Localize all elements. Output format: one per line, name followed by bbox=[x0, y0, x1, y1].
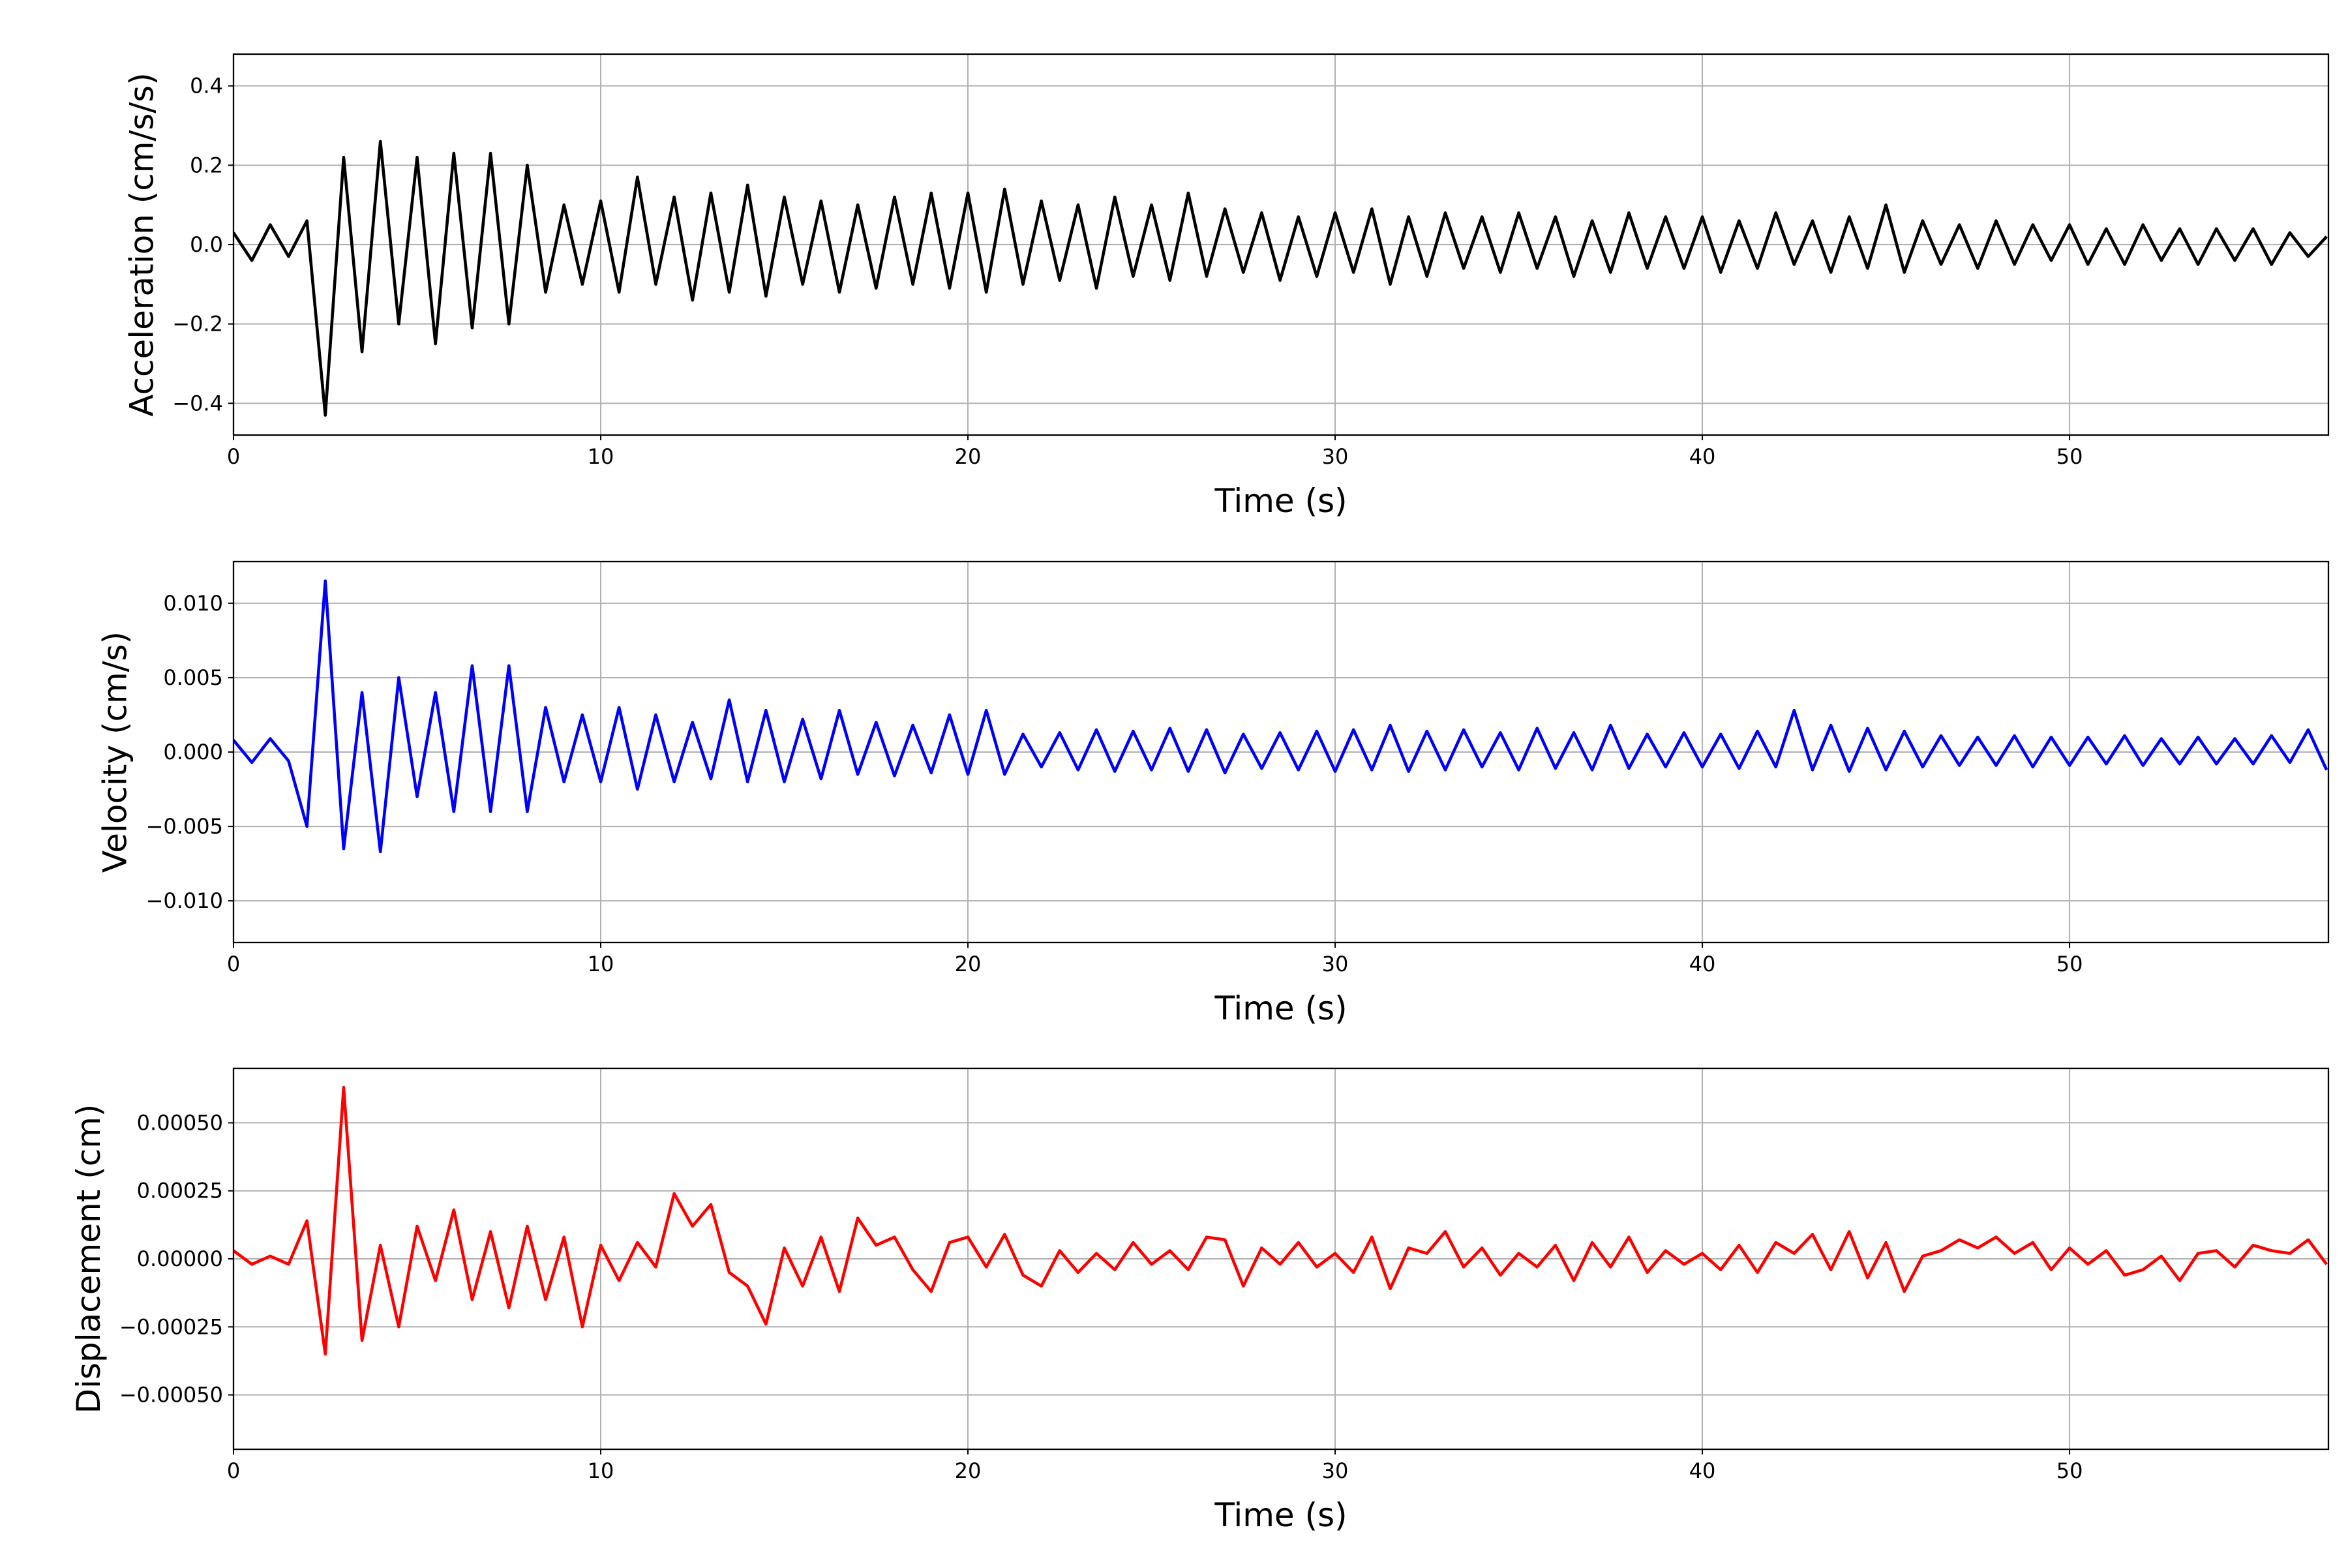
x-tick-label: 20 bbox=[955, 952, 982, 976]
x-tick-label: 10 bbox=[588, 444, 614, 469]
x-axis-label: Time (s) bbox=[1214, 482, 1347, 520]
data-line bbox=[233, 579, 2328, 854]
y-axis-label: Velocity (cm/s) bbox=[97, 631, 134, 873]
y-tick-label: −0.005 bbox=[146, 814, 223, 839]
x-tick-label: 10 bbox=[588, 952, 614, 976]
data-line bbox=[233, 140, 2328, 417]
x-tick-label: 30 bbox=[1322, 952, 1349, 976]
x-tick-label: 0 bbox=[227, 444, 240, 469]
subplot: 0 10 20 30 40 50 −0.010 −0.005 0.000 0.005 0.010 Ti… bbox=[97, 560, 2330, 1027]
x-tick-label: 0 bbox=[227, 952, 240, 976]
axes-frame bbox=[232, 53, 2330, 436]
y-tick-label: 0.005 bbox=[163, 665, 223, 690]
x-tick-label: 20 bbox=[955, 444, 982, 469]
y-tick-label: −0.00025 bbox=[119, 1314, 223, 1339]
x-tick-label: 40 bbox=[1689, 952, 1716, 976]
x-tick-label: 50 bbox=[2056, 952, 2083, 976]
x-tick-label: 10 bbox=[588, 1458, 614, 1483]
y-axis-label: Displacement (cm) bbox=[70, 1104, 108, 1414]
y-tick-label: 0.0 bbox=[190, 232, 223, 257]
x-tick-label: 0 bbox=[227, 1458, 240, 1483]
y-tick-label: 0.00050 bbox=[137, 1110, 223, 1135]
y-tick-label: 0.2 bbox=[190, 153, 223, 177]
y-tick-label: −0.010 bbox=[146, 888, 223, 913]
x-axis-label: Time (s) bbox=[1214, 1496, 1347, 1534]
y-tick-label: 0.00025 bbox=[137, 1179, 223, 1203]
x-tick-label: 50 bbox=[2056, 1458, 2083, 1483]
y-tick-label: −0.2 bbox=[172, 312, 223, 337]
axes-frame bbox=[232, 560, 2330, 944]
y-tick-label: 0.010 bbox=[163, 591, 223, 616]
x-tick-label: 40 bbox=[1689, 444, 1716, 469]
x-tick-label: 40 bbox=[1689, 1458, 1716, 1483]
y-tick-label: 0.00000 bbox=[137, 1246, 223, 1271]
y-tick-label: 0.000 bbox=[163, 740, 223, 764]
y-tick-label: 0.4 bbox=[190, 74, 223, 98]
x-axis-label: Time (s) bbox=[1214, 989, 1347, 1027]
axes-frame bbox=[232, 1067, 2330, 1451]
data-line bbox=[233, 1085, 2328, 1356]
x-tick-label: 30 bbox=[1322, 1458, 1349, 1483]
x-tick-label: 30 bbox=[1322, 444, 1349, 469]
y-axis-label: Acceleration (cm/s/s) bbox=[123, 72, 160, 417]
y-tick-label: −0.00050 bbox=[119, 1383, 223, 1408]
x-tick-label: 50 bbox=[2056, 444, 2083, 469]
subplot: 0 10 20 30 40 50 −0.00050 −0.00025 0.00000 0.0002… bbox=[70, 1067, 2330, 1534]
subplot: 0 10 20 30 40 50 −0.4 −0.2 0.0 0.2 0.4 Time (s) Acce… bbox=[123, 53, 2330, 520]
y-tick-label: −0.4 bbox=[172, 391, 223, 415]
x-tick-label: 20 bbox=[955, 1458, 982, 1483]
